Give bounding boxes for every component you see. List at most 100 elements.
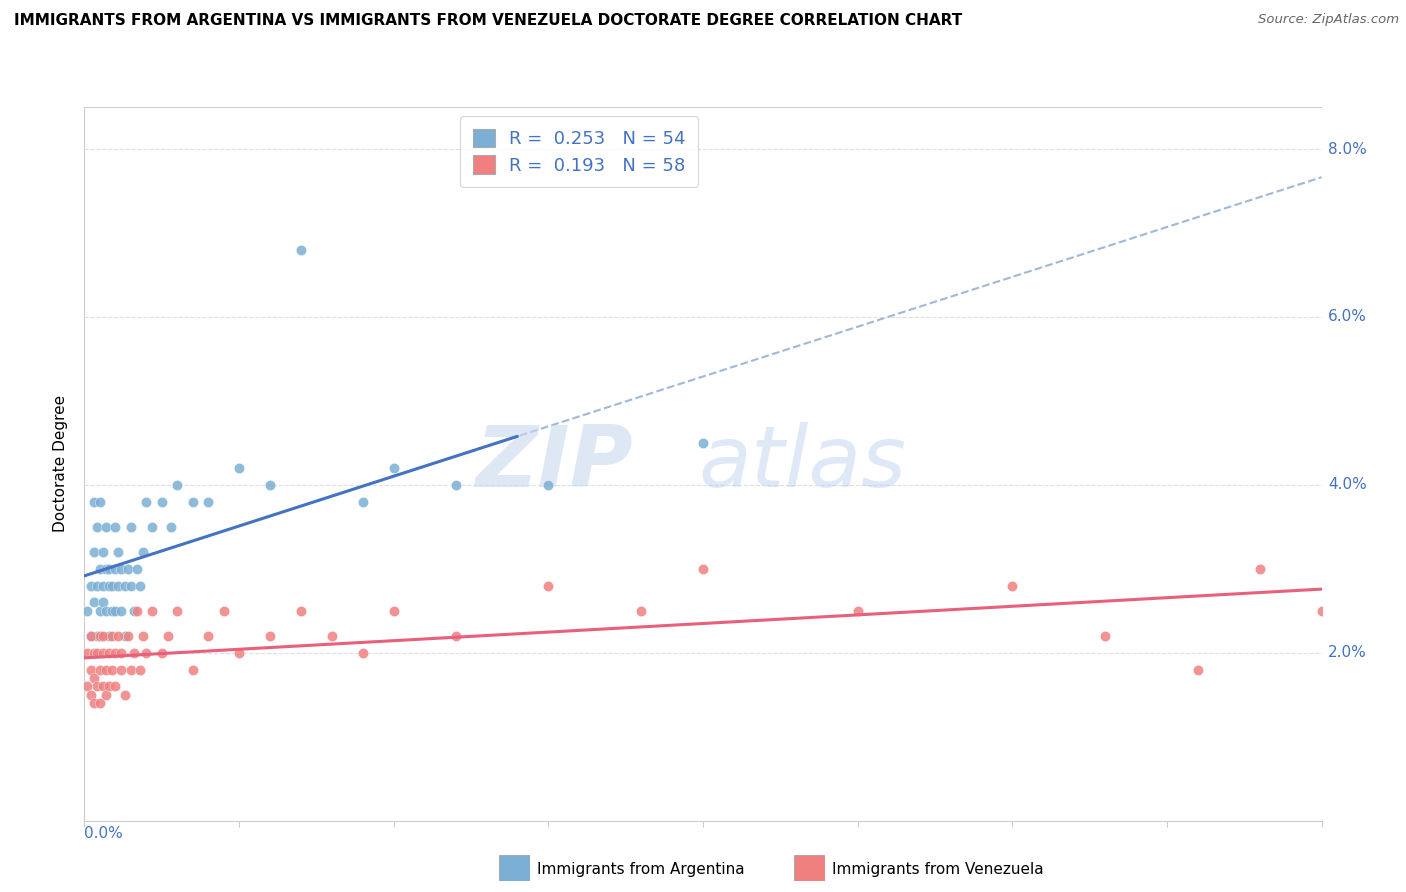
Point	[79, 688, 101, 702]
Text: 0.0%: 0.0%	[84, 826, 124, 841]
Point	[107, 629, 129, 643]
Point	[86, 520, 108, 534]
Point	[166, 478, 188, 492]
Point	[132, 545, 155, 559]
Point	[101, 663, 124, 677]
Point	[86, 629, 108, 643]
Point	[91, 595, 114, 609]
Point	[98, 679, 121, 693]
Point	[846, 604, 869, 618]
Legend: R =  0.253   N = 54, R =  0.193   N = 58: R = 0.253 N = 54, R = 0.193 N = 58	[460, 116, 699, 187]
Text: 2.0%: 2.0%	[1327, 645, 1367, 660]
Point	[110, 562, 132, 576]
Point	[150, 494, 173, 508]
Text: atlas: atlas	[697, 422, 905, 506]
Point	[125, 562, 148, 576]
Point	[79, 578, 101, 592]
Point	[382, 604, 405, 618]
Point	[141, 520, 163, 534]
Point	[83, 696, 105, 710]
Point	[94, 688, 117, 702]
Point	[94, 520, 117, 534]
Point	[104, 520, 127, 534]
Point	[91, 545, 114, 559]
Point	[91, 578, 114, 592]
Point	[290, 243, 312, 257]
Point	[197, 494, 219, 508]
Point	[197, 629, 219, 643]
Point	[692, 435, 714, 450]
Point	[94, 604, 117, 618]
Point	[86, 646, 108, 660]
Y-axis label: Doctorate Degree: Doctorate Degree	[52, 395, 67, 533]
Point	[181, 494, 204, 508]
Text: ZIP: ZIP	[475, 422, 633, 506]
Point	[692, 562, 714, 576]
Point	[352, 494, 374, 508]
Point	[122, 604, 145, 618]
Point	[104, 679, 127, 693]
Text: Immigrants from Argentina: Immigrants from Argentina	[537, 863, 745, 877]
Point	[86, 679, 108, 693]
Point	[117, 562, 139, 576]
Text: 6.0%: 6.0%	[1327, 310, 1367, 325]
Point	[107, 545, 129, 559]
Point	[141, 604, 163, 618]
Point	[101, 629, 124, 643]
Point	[630, 604, 652, 618]
Point	[104, 646, 127, 660]
Point	[89, 494, 111, 508]
Point	[1310, 604, 1333, 618]
Point	[160, 520, 183, 534]
Point	[259, 629, 281, 643]
Point	[1094, 629, 1116, 643]
Point	[125, 604, 148, 618]
Point	[382, 461, 405, 475]
Point	[98, 629, 121, 643]
Point	[228, 646, 250, 660]
Point	[79, 663, 101, 677]
Point	[166, 604, 188, 618]
Point	[537, 578, 560, 592]
Point	[107, 578, 129, 592]
Point	[1001, 578, 1024, 592]
Point	[181, 663, 204, 677]
Point	[79, 629, 101, 643]
Point	[89, 663, 111, 677]
Point	[150, 646, 173, 660]
Point	[89, 562, 111, 576]
Point	[259, 478, 281, 492]
Point	[91, 646, 114, 660]
Point	[94, 663, 117, 677]
Point	[101, 604, 124, 618]
Point	[537, 478, 560, 492]
Point	[89, 629, 111, 643]
Point	[135, 494, 157, 508]
Point	[117, 629, 139, 643]
Point	[1249, 562, 1271, 576]
Point	[110, 646, 132, 660]
Text: Source: ZipAtlas.com: Source: ZipAtlas.com	[1258, 13, 1399, 27]
Point	[101, 578, 124, 592]
Point	[321, 629, 343, 643]
Point	[110, 604, 132, 618]
Point	[120, 520, 142, 534]
Point	[83, 646, 105, 660]
Point	[114, 688, 136, 702]
Text: 8.0%: 8.0%	[1327, 142, 1367, 156]
Point	[129, 578, 152, 592]
Text: IMMIGRANTS FROM ARGENTINA VS IMMIGRANTS FROM VENEZUELA DOCTORATE DEGREE CORRELAT: IMMIGRANTS FROM ARGENTINA VS IMMIGRANTS …	[14, 13, 962, 29]
Point	[212, 604, 235, 618]
Point	[122, 646, 145, 660]
Point	[120, 663, 142, 677]
Point	[228, 461, 250, 475]
Point	[444, 478, 467, 492]
Point	[352, 646, 374, 660]
Point	[156, 629, 179, 643]
Text: 4.0%: 4.0%	[1327, 477, 1367, 492]
Point	[114, 578, 136, 592]
Point	[98, 646, 121, 660]
Point	[1187, 663, 1209, 677]
Point	[89, 696, 111, 710]
Point	[120, 578, 142, 592]
